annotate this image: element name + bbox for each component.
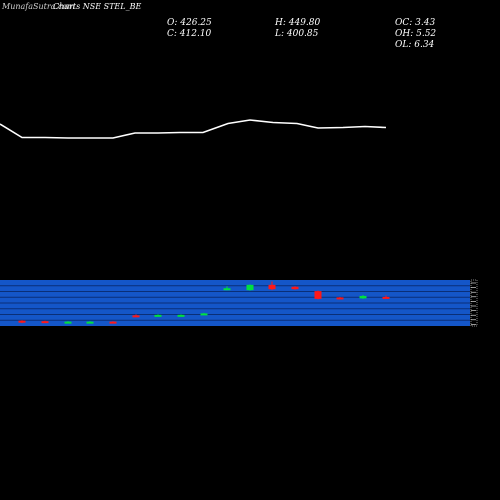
candle-body xyxy=(154,314,162,317)
candlestick-panel xyxy=(0,279,478,327)
candle-body xyxy=(200,313,208,316)
candle-body xyxy=(18,320,26,323)
oh-value: OH: 5.52 xyxy=(395,29,437,39)
candle-body xyxy=(336,297,344,300)
candle-body xyxy=(109,321,117,324)
candle-body xyxy=(359,295,367,299)
ol-value: OL: 6.34 xyxy=(395,40,435,50)
price-line-plot xyxy=(0,119,387,139)
open-value: O: 426.25 xyxy=(167,18,212,28)
candle-body xyxy=(291,286,299,290)
axis-scale xyxy=(470,279,478,327)
candle-body xyxy=(314,291,322,299)
candle-body xyxy=(382,296,390,299)
close-value: C: 412.10 xyxy=(167,29,212,39)
candle-body xyxy=(41,321,49,324)
candle-body xyxy=(246,284,254,291)
price-line xyxy=(0,119,387,139)
low-value: L: 400.85 xyxy=(275,29,319,39)
candle-body xyxy=(132,315,140,318)
high-value: H: 449.80 xyxy=(275,18,321,28)
watermark: MunafaSutra.com xyxy=(2,2,75,11)
candle-body xyxy=(268,284,276,290)
oc-value: OC: 3.43 xyxy=(395,18,436,28)
candle-body xyxy=(64,321,72,324)
chart-title: Charts NSE STEL_BE xyxy=(53,2,142,11)
candle-body xyxy=(86,321,94,324)
candle-body xyxy=(223,288,231,291)
candle-body xyxy=(177,314,185,317)
